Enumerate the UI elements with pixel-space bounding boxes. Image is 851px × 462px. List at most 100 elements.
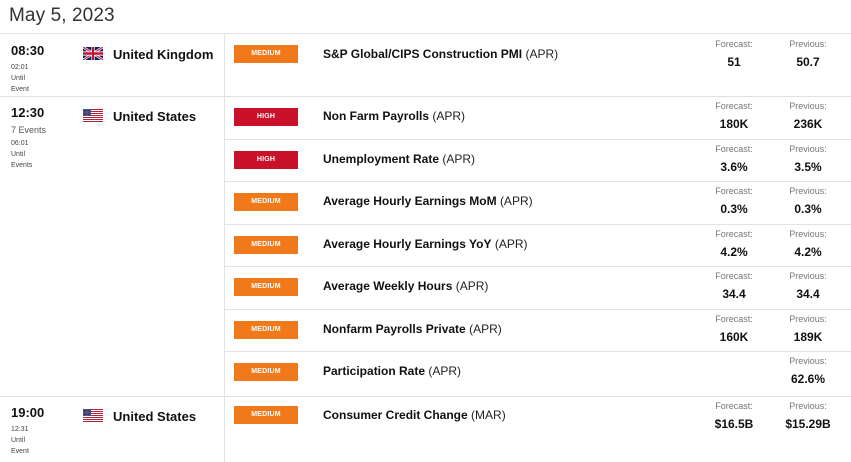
event-time: 19:00 — [11, 405, 45, 420]
forecast-value: 51 — [727, 55, 741, 69]
previous-label: Previous: — [789, 143, 827, 154]
forecast-cell: Forecast: 3.6% — [699, 144, 769, 174]
event-row[interactable]: MEDIUM Average Weekly Hours (APR) Forecast… — [225, 266, 851, 309]
countdown-event: Event — [11, 86, 29, 93]
previous-value: 62.6% — [790, 372, 826, 386]
us-flag-icon — [83, 409, 103, 422]
forecast-label: Forecast: — [715, 313, 753, 324]
row-divider — [225, 181, 851, 182]
forecast-cell: Forecast: $16.5B — [699, 401, 769, 431]
row-divider — [225, 266, 851, 267]
event-title[interactable]: Participation Rate (APR) — [323, 364, 461, 378]
event-period: (APR) — [499, 194, 533, 208]
event-row[interactable]: MEDIUM Average Hourly Earnings YoY (APR) F… — [225, 224, 851, 267]
column-divider — [224, 34, 225, 96]
column-divider — [224, 396, 225, 462]
event-name: Average Weekly Hours — [323, 279, 453, 293]
forecast-value: 0.3% — [720, 202, 748, 216]
impact-badge: MEDIUM — [234, 45, 298, 63]
countdown-text: 02:01 Until Event — [11, 62, 29, 95]
event-row[interactable]: MEDIUM Participation Rate (APR) Previous: 6… — [225, 351, 851, 394]
previous-cell: Previous: 0.3% — [773, 186, 843, 216]
previous-value: 34.4 — [796, 287, 820, 301]
impact-badge: MEDIUM — [234, 406, 298, 424]
countdown-event: Events — [11, 162, 33, 169]
event-title[interactable]: S&P Global/CIPS Construction PMI (APR) — [323, 47, 558, 61]
event-row[interactable]: MEDIUM Average Hourly Earnings MoM (APR) F… — [225, 181, 851, 224]
countdown-text: 12:31 Until Event — [11, 424, 29, 457]
forecast-value: 160K — [719, 329, 749, 344]
countdown-until: Until — [11, 151, 26, 158]
forecast-value: 4.2% — [720, 244, 748, 259]
event-period: (APR) — [442, 151, 476, 166]
event-period: (APR) — [455, 279, 489, 293]
forecast-label: Forecast: — [715, 228, 753, 239]
event-title[interactable]: Non Farm Payrolls (APR) — [323, 109, 465, 123]
event-name: Participation Rate — [323, 364, 426, 378]
forecast-label: Forecast: — [715, 101, 753, 111]
countdown-until: Until — [11, 75, 26, 82]
previous-value: 4.2% — [794, 244, 822, 259]
event-title[interactable]: Average Weekly Hours (APR) — [323, 279, 488, 293]
country-name: United States — [113, 409, 197, 424]
countdown-time: 06:01 — [11, 140, 29, 147]
event-row[interactable]: HIGH Unemployment Rate (APR) Forecast: 3.6%… — [225, 139, 851, 182]
previous-cell: Previous: 62.6% — [773, 356, 843, 386]
event-group: 12:30 7 Events 06:01 Until Events United Stat… — [0, 96, 851, 397]
impact-badge: MEDIUM — [234, 278, 298, 296]
impact-badge: MEDIUM — [234, 235, 298, 254]
event-title[interactable]: Consumer Credit Change (MAR) — [323, 408, 506, 422]
event-group: 08:30 02:01 Until Event United Kingdom MEDIUM… — [0, 34, 851, 97]
countdown-time: 02:01 — [11, 64, 29, 71]
previous-label: Previous: — [789, 39, 827, 49]
uk-flag-icon — [82, 45, 104, 62]
row-divider — [225, 351, 851, 352]
group-divider — [0, 96, 851, 97]
countdown-time: 12:31 — [11, 426, 29, 433]
previous-label: Previous: — [789, 401, 827, 411]
us-flag-icon — [83, 109, 103, 122]
event-name: Average Hourly Earnings YoY — [323, 236, 492, 251]
event-row[interactable]: HIGH Non Farm Payrolls (APR) Forecast: 180K… — [225, 96, 851, 139]
previous-value: 50.7 — [796, 55, 820, 69]
previous-label: Previous: — [789, 313, 827, 324]
event-period: (MAR) — [471, 408, 506, 422]
event-name: S&P Global/CIPS Construction PMI — [323, 47, 523, 61]
event-period: (APR) — [428, 364, 462, 378]
event-time: 08:30 — [11, 43, 45, 58]
row-divider — [225, 223, 851, 225]
countdown-text: 06:01 Until Events — [11, 138, 32, 171]
event-name: Average Hourly Earnings MoM — [323, 194, 497, 208]
event-group: 19:00 12:31 Until Event United States MEDIUM C… — [0, 396, 851, 462]
forecast-cell: Forecast: 180K — [699, 101, 769, 131]
forecast-value: 3.6% — [720, 159, 748, 174]
previous-label: Previous: — [789, 186, 827, 196]
impact-badge: HIGH — [234, 108, 298, 126]
event-title[interactable]: Average Hourly Earnings MoM (APR) — [323, 194, 533, 208]
previous-cell: Previous: 34.4 — [773, 271, 843, 301]
previous-label: Previous: — [789, 228, 827, 239]
countdown-until: Until — [11, 437, 26, 444]
page-title: May 5, 2023 — [9, 5, 115, 26]
row-divider — [225, 138, 851, 140]
forecast-cell: Forecast: 34.4 — [699, 271, 769, 301]
event-period: (APR) — [469, 321, 502, 336]
event-title[interactable]: Unemployment Rate (APR) — [323, 152, 475, 166]
country-name: United States — [113, 109, 197, 124]
forecast-label: Forecast: — [715, 186, 753, 196]
event-title[interactable]: Nonfarm Payrolls Private (APR) — [323, 322, 502, 336]
countdown-event: Event — [11, 448, 29, 455]
forecast-label: Forecast: — [715, 271, 753, 281]
event-row[interactable]: MEDIUM Nonfarm Payrolls Private (APR) Fore… — [225, 309, 851, 352]
forecast-label: Forecast: — [715, 401, 753, 411]
event-title[interactable]: Average Hourly Earnings YoY (APR) — [323, 237, 528, 251]
previous-cell: Previous: $15.29B — [773, 401, 843, 431]
forecast-cell: Forecast: 51 — [699, 39, 769, 69]
event-row[interactable]: MEDIUM S&P Global/CIPS Construction PMI (… — [225, 34, 851, 96]
forecast-value: 34.4 — [722, 287, 746, 301]
previous-value: 236K — [793, 117, 823, 131]
forecast-cell: Forecast: 4.2% — [699, 229, 769, 259]
event-name: Unemployment Rate — [323, 151, 440, 166]
event-name: Nonfarm Payrolls Private — [323, 321, 466, 336]
event-row[interactable]: MEDIUM Consumer Credit Change (MAR) Foreca… — [225, 396, 851, 462]
